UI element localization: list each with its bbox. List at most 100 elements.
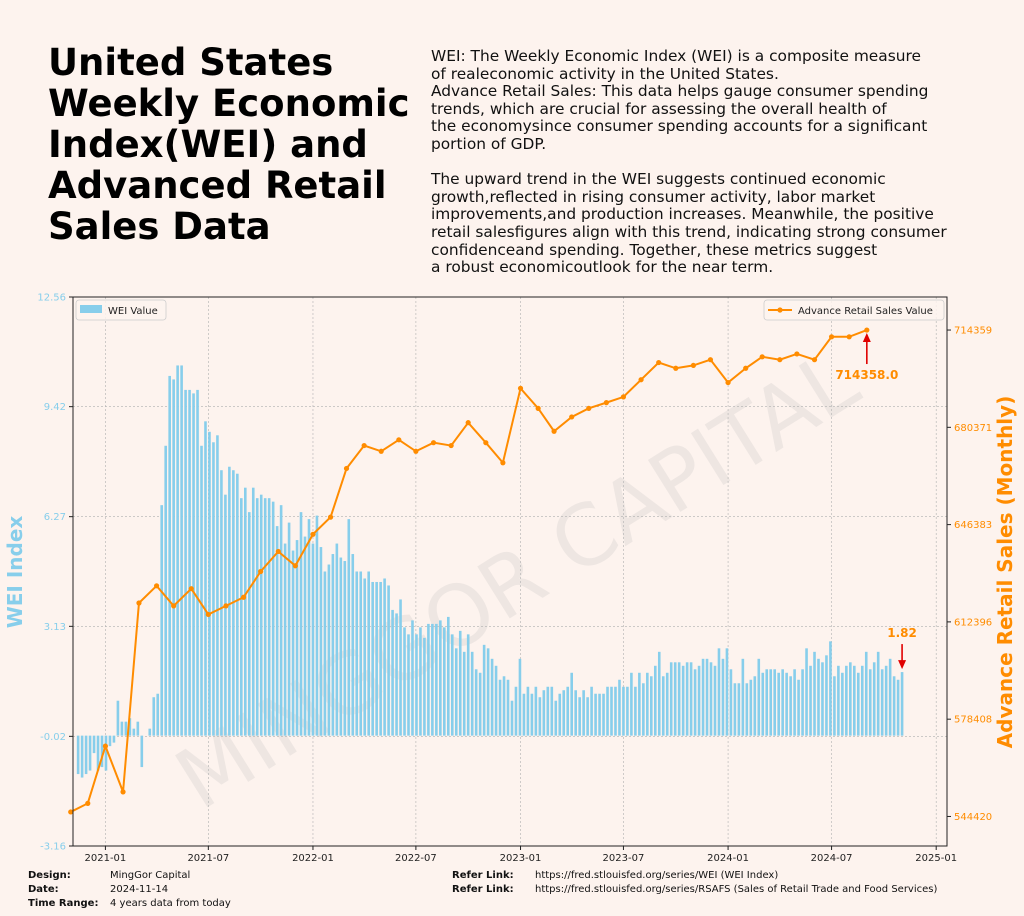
retail-point (586, 405, 592, 411)
wei-bar (880, 669, 884, 736)
wei-bar (303, 536, 307, 736)
wei-bar (291, 550, 295, 736)
left-axis-label: WEI Index (3, 516, 27, 629)
wei-bar (415, 634, 418, 736)
wei-bar (713, 665, 717, 736)
wei-bar (196, 389, 199, 736)
wei-bar (228, 466, 231, 736)
wei-bar (574, 690, 577, 736)
wei-bar (192, 393, 195, 736)
wei-bar (749, 679, 753, 736)
refer-link-label: Refer Link: (452, 870, 514, 881)
right-y-tick-label: 714359 (954, 326, 992, 337)
wei-bar (884, 665, 888, 736)
wei-bar (216, 435, 219, 736)
description-line: of realeconomic activity in the United S… (431, 64, 779, 83)
wei-bar (88, 735, 92, 771)
wei-bar (729, 669, 733, 736)
wei-bar (172, 379, 175, 736)
wei-bar (785, 672, 788, 736)
retail-point (759, 354, 765, 360)
wei-bar (578, 697, 581, 736)
left-y-tick-label: 3.13 (44, 622, 66, 633)
wei-bar (335, 543, 339, 736)
wei-bar (96, 735, 100, 771)
wei-bar (299, 512, 303, 736)
wei-bar (705, 658, 709, 736)
retail-point (153, 583, 160, 589)
wei-bar (247, 512, 251, 736)
wei-bar (212, 442, 215, 736)
wei-bar (188, 389, 191, 736)
retail-point (171, 603, 177, 609)
wei-bar (355, 571, 359, 736)
title-line: Weekly Economic (48, 82, 410, 125)
retail-point (310, 531, 316, 537)
wei-bar (853, 665, 856, 736)
wei-bar (570, 672, 573, 736)
wei-bar (817, 658, 820, 736)
wei-bar (753, 676, 757, 736)
retail-point (673, 365, 679, 371)
retail-point (223, 603, 229, 609)
wei-bar (892, 676, 896, 736)
retail-point (258, 568, 264, 575)
wei-bar (391, 609, 394, 736)
wei-bar (761, 672, 765, 736)
retail-point (603, 400, 609, 406)
wei-bar (140, 735, 144, 768)
retail-point (240, 594, 247, 600)
annotation-label: 714358.0 (835, 368, 898, 382)
wei-bar (439, 620, 442, 736)
wei-bar (856, 672, 860, 736)
wei-bar (443, 627, 446, 736)
wei-bar (331, 554, 335, 736)
wei-bar (841, 672, 844, 736)
refer-link-wei[interactable]: https://fred.stlouisfed.org/series/WEI (… (535, 870, 779, 881)
annotation-arrowhead (898, 660, 907, 670)
design-value: MingGor Capital (110, 870, 191, 881)
refer-link-rsafs[interactable]: https://fred.stlouisfed.org/series/RSAFS… (535, 884, 938, 895)
wei-bar (837, 665, 840, 736)
retail-point (465, 420, 471, 426)
retail-point (707, 357, 714, 363)
wei-bar (283, 543, 287, 736)
right-y-tick-label: 578408 (954, 715, 992, 726)
wei-bar (168, 375, 171, 736)
wei-bar (769, 669, 773, 736)
wei-bar (542, 690, 546, 736)
left-y-tick-label: 9.42 (44, 402, 66, 413)
wei-bar (200, 445, 203, 736)
retail-point (188, 586, 194, 592)
wei-bar (805, 648, 808, 736)
title-line: Index(WEI) and (48, 123, 368, 166)
wei-bar (590, 686, 593, 736)
annotation-label: 1.82 (887, 626, 917, 640)
wei-bar (347, 519, 351, 736)
wei-bar (566, 686, 570, 736)
wei-bar (650, 676, 653, 736)
description-line: Advance Retail Sales: This data helps ga… (431, 82, 929, 101)
description-line: confidenceand spending. Together, these … (431, 240, 878, 259)
wei-bar (148, 728, 152, 736)
left-y-tick-label: 12.56 (37, 293, 66, 304)
wei-bar (765, 669, 769, 736)
wei-bar (689, 662, 693, 736)
left-y-tick-label: 6.27 (44, 512, 66, 523)
legend-swatch-wei (80, 305, 102, 313)
wei-bar (112, 735, 116, 743)
wei-bar (701, 658, 705, 736)
date-label: Date: (28, 884, 59, 895)
wei-bar (275, 526, 279, 736)
wei-bar (825, 655, 828, 736)
wei-bar (279, 505, 283, 736)
wei-bar (614, 686, 617, 736)
wei-bar (152, 697, 156, 736)
wei-bar (888, 658, 892, 736)
plot-frame (72, 296, 948, 847)
title-line: Sales Data (48, 205, 271, 248)
wei-bar (160, 505, 164, 736)
right-y-tick-label: 612396 (954, 617, 992, 628)
wei-bar (136, 721, 140, 736)
